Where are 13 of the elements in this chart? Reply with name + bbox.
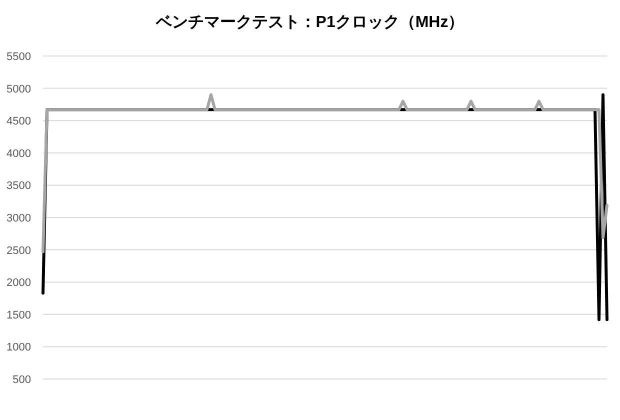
y-tick-label: 3500 [6,180,31,192]
y-tick-label: 1500 [6,309,31,322]
y-tick-label: 2000 [6,277,31,290]
y-tick-label: 3000 [6,212,31,224]
y-tick-label: 5500 [6,51,31,63]
y-tick-label: 2500 [6,244,31,257]
line-series [42,93,608,254]
y-tick-label: 1000 [6,342,31,354]
y-tick-label: 4000 [6,148,31,160]
chart-title: ベンチマークテスト：P1クロック（MHz） [154,14,464,31]
y-tick-label: 5000 [6,83,31,96]
y-tick-label: 500 [12,374,31,386]
y-tick-label: 4500 [6,116,31,128]
